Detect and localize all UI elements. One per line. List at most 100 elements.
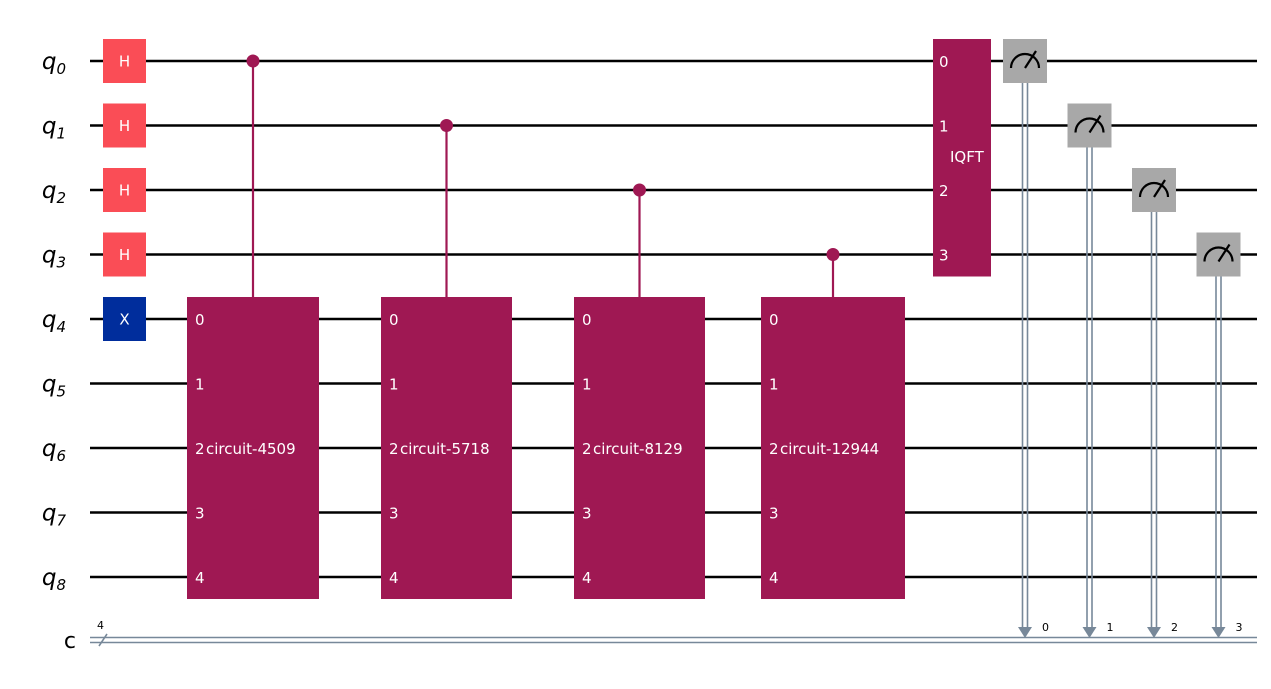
- qubit-label-name: q: [42, 307, 57, 333]
- meter-needle-icon: [1153, 179, 1166, 198]
- gate-h-q0[interactable]: [103, 39, 146, 83]
- qubit-label-name: q: [42, 243, 57, 269]
- measure-arrow-icon: [1211, 627, 1226, 638]
- block-port-label: 2: [582, 440, 592, 458]
- meter-needle-icon: [1024, 50, 1037, 69]
- controlled-block-0[interactable]: [187, 297, 319, 599]
- classical-bit-index: 0: [1042, 621, 1049, 634]
- iqft-port-label: 1: [939, 118, 949, 136]
- qubit-label-index: 8: [56, 576, 66, 594]
- controlled-block-1[interactable]: [381, 297, 512, 599]
- block-port-label: 0: [769, 311, 779, 329]
- block-label: circuit-5718: [400, 440, 490, 458]
- block-port-label: 3: [769, 505, 779, 523]
- register-size-label: 4: [97, 619, 104, 632]
- controlled-block-2[interactable]: [574, 297, 705, 599]
- gate-label: H: [119, 246, 130, 264]
- iqft-port-label: 0: [939, 53, 949, 71]
- measure-arrow-icon: [1018, 627, 1032, 638]
- block-label: circuit-12944: [780, 440, 879, 458]
- block-port-label: 4: [582, 569, 592, 587]
- qubit-label-1: q1: [42, 114, 66, 143]
- block-port-label: 1: [769, 376, 779, 394]
- block-port-label: 0: [389, 311, 399, 329]
- meter-arc-icon: [1009, 52, 1041, 69]
- block-label: circuit-8129: [593, 440, 683, 458]
- measure-gate-q0[interactable]: [1003, 39, 1047, 83]
- classical-bit-index: 3: [1236, 621, 1243, 634]
- iqft-port-label: 3: [939, 247, 949, 265]
- gate-x-q4[interactable]: [103, 297, 146, 341]
- control-dot[interactable]: [633, 183, 646, 197]
- qubit-label-name: q: [42, 436, 57, 462]
- block-port-label: 2: [769, 440, 779, 458]
- qubit-label-2: q2: [42, 178, 66, 207]
- gates-layer: H H H H X 0 1 2 3 4 circuit-4509 0 1 2 3 4 circuit-5718 0…: [103, 39, 1241, 599]
- block-port-label: 1: [582, 376, 592, 394]
- control-dot[interactable]: [826, 248, 840, 261]
- measure-arrow-icon: [1147, 627, 1161, 638]
- control-dot[interactable]: [246, 54, 260, 68]
- qubit-label-index: 2: [56, 189, 66, 207]
- block-port-label: 3: [389, 505, 399, 523]
- meter-needle-icon: [1088, 114, 1102, 134]
- register-size-slash: [98, 633, 108, 647]
- qubit-label-name: q: [42, 114, 57, 140]
- qubit-label-4: q4: [42, 307, 66, 336]
- gate-h-q2[interactable]: [103, 168, 146, 212]
- block-port-label: 2: [389, 440, 399, 458]
- block-port-label: 3: [582, 505, 592, 523]
- qubit-label-index: 1: [56, 125, 66, 143]
- block-port-label: 4: [195, 569, 205, 587]
- qubit-label-3: q3: [42, 243, 66, 272]
- meter-arc-icon: [1074, 117, 1105, 133]
- block-port-label: 4: [389, 569, 399, 587]
- measure-arrow-icon: [1082, 627, 1097, 638]
- block-port-label: 2: [195, 440, 205, 458]
- block-port-label: 0: [195, 311, 205, 329]
- gate-label: H: [119, 182, 130, 200]
- block-port-label: 1: [195, 376, 205, 394]
- measure-gate-q2[interactable]: [1132, 168, 1176, 212]
- qubit-label-name: q: [42, 49, 57, 75]
- measure-gate-q1[interactable]: [1067, 103, 1112, 148]
- block-label: circuit-4509: [206, 440, 296, 458]
- qubit-label-6: q6: [42, 436, 66, 465]
- block-port-label: 0: [582, 311, 592, 329]
- gate-label: H: [119, 117, 130, 135]
- qubit-label-index: 5: [56, 383, 66, 401]
- qubit-label-index: 4: [56, 318, 66, 336]
- block-port-label: 3: [195, 505, 205, 523]
- qubit-label-5: q5: [42, 372, 66, 401]
- qubit-label-name: q: [42, 372, 57, 398]
- block-port-label: 1: [389, 376, 399, 394]
- gate-h-q1[interactable]: [103, 103, 146, 148]
- control-dot[interactable]: [440, 119, 453, 132]
- qubit-label-index: 0: [56, 60, 66, 78]
- meter-needle-icon: [1217, 243, 1231, 263]
- iqft-block[interactable]: [933, 39, 991, 277]
- gate-label: X: [119, 311, 129, 329]
- qubit-label-7: q7: [42, 501, 67, 530]
- block-port-label: 4: [769, 569, 779, 587]
- gate-h-q3[interactable]: [103, 232, 146, 277]
- qubit-label-index: 7: [56, 512, 66, 530]
- meter-arc-icon: [1203, 246, 1234, 262]
- connectors-layer: [246, 54, 1226, 638]
- qubit-label-8: q8: [42, 565, 66, 594]
- qubit-label-name: q: [42, 565, 57, 591]
- iqft-port-label: 2: [939, 182, 949, 200]
- controlled-block-3[interactable]: [761, 297, 905, 599]
- gate-label: H: [119, 53, 130, 71]
- iqft-label: IQFT: [950, 148, 985, 166]
- qubit-label-index: 3: [56, 254, 66, 272]
- qubit-label-name: q: [42, 501, 57, 527]
- classical-register-label: c: [64, 629, 76, 654]
- qubit-label-index: 6: [56, 447, 66, 465]
- qubit-label-0: q0: [42, 49, 66, 78]
- meter-arc-icon: [1138, 181, 1170, 198]
- classical-bit-index: 1: [1107, 621, 1114, 634]
- measure-gate-q3[interactable]: [1196, 232, 1241, 277]
